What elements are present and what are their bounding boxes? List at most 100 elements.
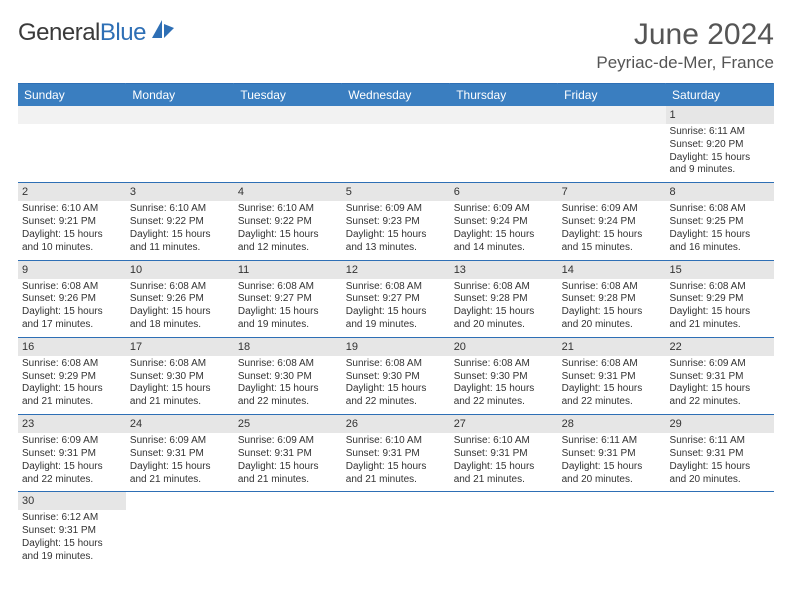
- day-info: Sunrise: 6:12 AMSunset: 9:31 PMDaylight:…: [22, 512, 122, 563]
- day-info: Sunrise: 6:10 AMSunset: 9:31 PMDaylight:…: [454, 435, 554, 486]
- day-info: Sunrise: 6:09 AMSunset: 9:24 PMDaylight:…: [562, 203, 662, 254]
- day-number: 23: [18, 415, 126, 433]
- day-number-blank: [666, 492, 774, 510]
- calendar-row: 2Sunrise: 6:10 AMSunset: 9:21 PMDaylight…: [18, 183, 774, 260]
- day-number: 21: [558, 338, 666, 356]
- day-number: 15: [666, 261, 774, 279]
- logo: GeneralBlue: [18, 18, 176, 47]
- calendar-cell: 26 Sunrise: 6:10 AMSunset: 9:31 PMDayligh…: [342, 415, 450, 492]
- day-info: Sunrise: 6:08 AMSunset: 9:26 PMDaylight:…: [22, 281, 122, 332]
- day-info: Sunrise: 6:08 AMSunset: 9:27 PMDaylight:…: [346, 281, 446, 332]
- month-title: June 2024: [596, 18, 774, 51]
- calendar-cell-trailing: [126, 492, 234, 569]
- calendar-cell-trailing: [558, 492, 666, 569]
- calendar-cell: 30 Sunrise: 6:12 AMSunset: 9:31 PMDayligh…: [18, 492, 126, 569]
- calendar-table: SundayMondayTuesdayWednesdayThursdayFrid…: [18, 83, 774, 569]
- calendar-cell: 10Sunrise: 6:08 AMSunset: 9:26 PMDayligh…: [126, 260, 234, 337]
- calendar-cell: 29 Sunrise: 6:11 AMSunset: 9:31 PMDayligh…: [666, 415, 774, 492]
- calendar-cell: 8Sunrise: 6:08 AMSunset: 9:25 PMDaylight…: [666, 183, 774, 260]
- day-info: Sunrise: 6:10 AMSunset: 9:22 PMDaylight:…: [238, 203, 338, 254]
- weekday-header: Saturday: [666, 84, 774, 107]
- day-number-blank: [558, 106, 666, 124]
- day-number: 16: [18, 338, 126, 356]
- day-number: 27: [450, 415, 558, 433]
- weekday-header: Monday: [126, 84, 234, 107]
- day-number: 24: [126, 415, 234, 433]
- day-info: Sunrise: 6:11 AMSunset: 9:31 PMDaylight:…: [562, 435, 662, 486]
- day-number-blank: [126, 106, 234, 124]
- calendar-cell: 18 Sunrise: 6:08 AMSunset: 9:30 PMDayligh…: [234, 337, 342, 414]
- calendar-cell: 5 Sunrise: 6:09 AMSunset: 9:23 PMDaylight…: [342, 183, 450, 260]
- calendar-cell: 17 Sunrise: 6:08 AMSunset: 9:30 PMDayligh…: [126, 337, 234, 414]
- calendar-cell: 22Sunrise: 6:09 AMSunset: 9:31 PMDayligh…: [666, 337, 774, 414]
- day-info: Sunrise: 6:09 AMSunset: 9:31 PMDaylight:…: [238, 435, 338, 486]
- day-info: Sunrise: 6:10 AMSunset: 9:22 PMDaylight:…: [130, 203, 230, 254]
- calendar-row: 9Sunrise: 6:08 AMSunset: 9:26 PMDaylight…: [18, 260, 774, 337]
- day-number-blank: [450, 492, 558, 510]
- calendar-cell: 13Sunrise: 6:08 AMSunset: 9:28 PMDayligh…: [450, 260, 558, 337]
- day-number-blank: [18, 106, 126, 124]
- day-number: 8: [666, 183, 774, 201]
- calendar-cell: 12 Sunrise: 6:08 AMSunset: 9:27 PMDayligh…: [342, 260, 450, 337]
- day-number: 5: [342, 183, 450, 201]
- calendar-cell: 25 Sunrise: 6:09 AMSunset: 9:31 PMDayligh…: [234, 415, 342, 492]
- weekday-header: Wednesday: [342, 84, 450, 107]
- calendar-cell: 21Sunrise: 6:08 AMSunset: 9:31 PMDayligh…: [558, 337, 666, 414]
- day-number: 30: [18, 492, 126, 510]
- day-number: 18: [234, 338, 342, 356]
- calendar-cell: 4Sunrise: 6:10 AMSunset: 9:22 PMDaylight…: [234, 183, 342, 260]
- day-info: Sunrise: 6:08 AMSunset: 9:29 PMDaylight:…: [670, 281, 770, 332]
- header: GeneralBlue June 2024 Peyriac-de-Mer, Fr…: [18, 18, 774, 73]
- title-block: June 2024 Peyriac-de-Mer, France: [596, 18, 774, 73]
- calendar-cell: 2Sunrise: 6:10 AMSunset: 9:21 PMDaylight…: [18, 183, 126, 260]
- calendar-cell-blank: [342, 106, 450, 183]
- day-number: 6: [450, 183, 558, 201]
- day-number: 26: [342, 415, 450, 433]
- day-info: Sunrise: 6:09 AMSunset: 9:23 PMDaylight:…: [346, 203, 446, 254]
- day-number: 3: [126, 183, 234, 201]
- day-number: 29: [666, 415, 774, 433]
- day-number: 14: [558, 261, 666, 279]
- day-info: Sunrise: 6:08 AMSunset: 9:27 PMDaylight:…: [238, 281, 338, 332]
- calendar-cell-blank: [450, 106, 558, 183]
- calendar-cell-blank: [126, 106, 234, 183]
- day-info: Sunrise: 6:09 AMSunset: 9:31 PMDaylight:…: [670, 358, 770, 409]
- day-number: 17: [126, 338, 234, 356]
- calendar-cell-blank: [558, 106, 666, 183]
- day-number: 11: [234, 261, 342, 279]
- day-info: Sunrise: 6:08 AMSunset: 9:30 PMDaylight:…: [130, 358, 230, 409]
- day-info: Sunrise: 6:09 AMSunset: 9:24 PMDaylight:…: [454, 203, 554, 254]
- weekday-header-row: SundayMondayTuesdayWednesdayThursdayFrid…: [18, 84, 774, 107]
- calendar-cell: 20Sunrise: 6:08 AMSunset: 9:30 PMDayligh…: [450, 337, 558, 414]
- day-number: 1: [666, 106, 774, 124]
- day-info: Sunrise: 6:11 AMSunset: 9:31 PMDaylight:…: [670, 435, 770, 486]
- calendar-cell-blank: [234, 106, 342, 183]
- day-info: Sunrise: 6:08 AMSunset: 9:30 PMDaylight:…: [346, 358, 446, 409]
- day-info: Sunrise: 6:08 AMSunset: 9:30 PMDaylight:…: [238, 358, 338, 409]
- calendar-cell-blank: [18, 106, 126, 183]
- day-info: Sunrise: 6:11 AMSunset: 9:20 PMDaylight:…: [670, 126, 770, 177]
- day-number: 13: [450, 261, 558, 279]
- day-info: Sunrise: 6:10 AMSunset: 9:31 PMDaylight:…: [346, 435, 446, 486]
- day-info: Sunrise: 6:10 AMSunset: 9:21 PMDaylight:…: [22, 203, 122, 254]
- calendar-cell: 27 Sunrise: 6:10 AMSunset: 9:31 PMDayligh…: [450, 415, 558, 492]
- calendar-cell-trailing: [234, 492, 342, 569]
- calendar-cell-trailing: [450, 492, 558, 569]
- calendar-row: 1 Sunrise: 6:11 AMSunset: 9:20 PMDaylight…: [18, 106, 774, 183]
- day-number: 12: [342, 261, 450, 279]
- day-number-blank: [558, 492, 666, 510]
- weekday-header: Friday: [558, 84, 666, 107]
- day-info: Sunrise: 6:08 AMSunset: 9:28 PMDaylight:…: [562, 281, 662, 332]
- day-number-blank: [450, 106, 558, 124]
- calendar-cell: 9Sunrise: 6:08 AMSunset: 9:26 PMDaylight…: [18, 260, 126, 337]
- weekday-header: Tuesday: [234, 84, 342, 107]
- day-number: 20: [450, 338, 558, 356]
- day-number-blank: [342, 106, 450, 124]
- calendar-cell: 1 Sunrise: 6:11 AMSunset: 9:20 PMDaylight…: [666, 106, 774, 183]
- logo-text-general: General: [18, 19, 100, 47]
- day-number-blank: [126, 492, 234, 510]
- calendar-cell: 28Sunrise: 6:11 AMSunset: 9:31 PMDayligh…: [558, 415, 666, 492]
- calendar-cell: 24Sunrise: 6:09 AMSunset: 9:31 PMDayligh…: [126, 415, 234, 492]
- day-number: 25: [234, 415, 342, 433]
- calendar-cell: 19Sunrise: 6:08 AMSunset: 9:30 PMDayligh…: [342, 337, 450, 414]
